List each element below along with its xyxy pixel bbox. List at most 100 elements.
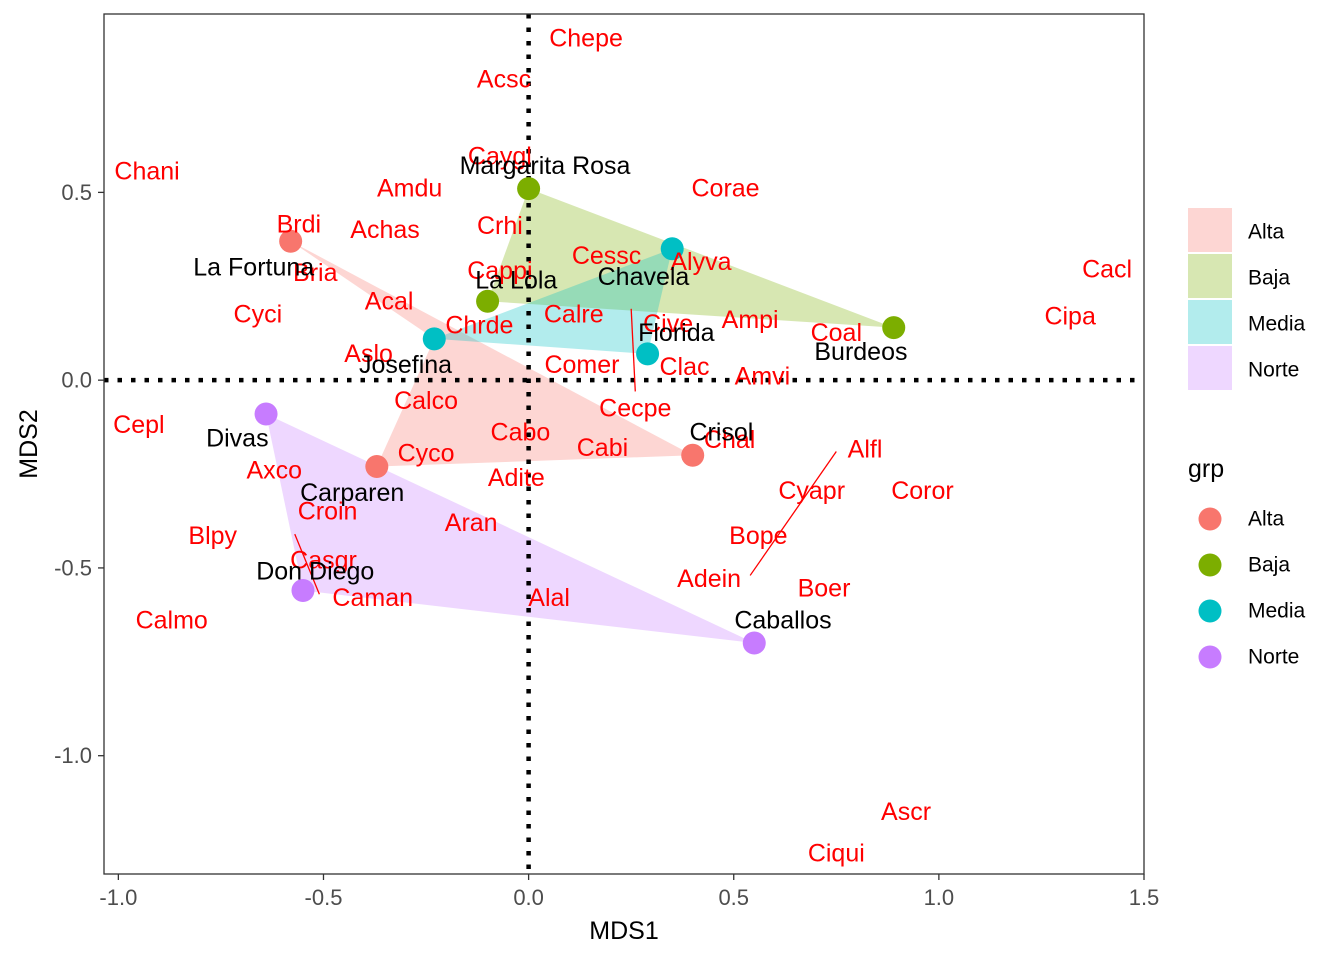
y-tick-label: 0.0 (61, 368, 92, 393)
leader-line (630, 308, 636, 392)
leader-line (749, 451, 837, 576)
site-label-don-diego: Don Diego (256, 558, 374, 586)
legend-hull-label-norte: Norte (1248, 359, 1299, 382)
legend-point-label-media: Media (1248, 600, 1306, 623)
site-point-margarita-rosa (517, 177, 541, 201)
species-label-aran: Aran (445, 509, 498, 537)
x-tick-label: 0.5 (718, 885, 749, 910)
species-label-chrde: Chrde (445, 312, 513, 340)
legend-hull-key-media (1188, 300, 1232, 344)
species-label-amdu: Amdu (377, 175, 442, 203)
legend-point-key-alta (1198, 507, 1222, 531)
species-label-ampi: Ampi (722, 306, 779, 334)
x-tick-label: 1.0 (924, 885, 955, 910)
species-label-alfl: Alfl (848, 436, 883, 464)
site-label-caballos: Caballos (734, 607, 831, 635)
species-label-cabi: Cabi (577, 434, 628, 462)
species-label-alal: Alal (528, 584, 570, 612)
x-tick-label: 0.0 (513, 885, 544, 910)
leader-line (294, 533, 320, 595)
legend-hull-key-baja (1188, 254, 1232, 298)
species-label-ascr: Ascr (881, 798, 931, 826)
site-label-florida: Florida (638, 319, 715, 347)
site-labels: La Fortuna Crisol Carparen Margarita Rosa La… (193, 152, 907, 634)
species-label-cyapr: Cyapr (778, 477, 845, 505)
site-point-la-fortuna (279, 229, 303, 253)
legend-hull-key-norte (1188, 346, 1232, 390)
species-label-amvi: Amvi (735, 362, 791, 390)
species-label-achas: Achas (350, 216, 419, 244)
site-point-burdeos (882, 316, 906, 340)
site-label-burdeos: Burdeos (814, 338, 907, 366)
species-label-caygl: Caygl (468, 143, 532, 171)
species-label-bria: Bria (293, 259, 338, 287)
site-label-la-lola: La Lola (475, 267, 557, 295)
y-tick-label: -0.5 (54, 555, 92, 580)
hull-baja (487, 188, 894, 328)
species-label-blpy: Blpy (188, 522, 237, 550)
species-label-bope: Bope (729, 522, 787, 550)
species-label-cive: Cive (643, 310, 693, 338)
species-label-cepl: Cepl (113, 411, 164, 439)
species-label-cyco: Cyco (398, 439, 455, 467)
reference-lines (104, 14, 1144, 874)
species-label-caman: Caman (332, 584, 413, 612)
group-hulls (266, 188, 894, 643)
site-label-divas: Divas (206, 424, 269, 452)
species-label-cecpe: Cecpe (599, 394, 671, 422)
species-label-adein: Adein (677, 565, 741, 593)
species-label-coal: Coal (811, 319, 862, 347)
legend-point-label-norte: Norte (1248, 646, 1299, 669)
species-label-corae: Corae (691, 175, 759, 203)
species-label-cacl: Cacl (1082, 255, 1132, 283)
legend-point-label-alta: Alta (1248, 508, 1285, 531)
legend-point-key-norte (1198, 645, 1222, 669)
species-label-adite: Adite (488, 464, 545, 492)
species-label-cessc: Cessc (572, 242, 641, 270)
species-label-clac: Clac (660, 353, 710, 381)
legend-hull-label-baja: Baja (1248, 267, 1290, 290)
site-point-la-lola (476, 289, 500, 313)
species-label-calco: Calco (394, 387, 458, 415)
legend-group-hulls: Alta Baja Media Norte (1188, 208, 1306, 390)
x-tick-label: 1.5 (1129, 885, 1160, 910)
y-axis-title: MDS2 (15, 409, 43, 478)
species-label-calre: Calre (544, 300, 604, 328)
y-tick-label: -1.0 (54, 743, 92, 768)
x-tick-label: -0.5 (305, 885, 343, 910)
species-label-chepe: Chepe (549, 24, 623, 52)
species-label-casgr: Casgr (290, 546, 357, 574)
species-label-aslo: Aslo (344, 340, 393, 368)
species-label-calmo: Calmo (136, 607, 208, 635)
site-point-crisol (681, 443, 705, 467)
species-label-cipa: Cipa (1044, 302, 1096, 330)
species-label-coror: Coror (891, 477, 954, 505)
site-point-chavela (660, 237, 684, 261)
site-label-carparen: Carparen (300, 479, 404, 507)
site-label-josefina: Josefina (359, 351, 452, 379)
hull-alta (290, 241, 693, 467)
site-label-crisol: Crisol (689, 419, 753, 447)
hull-norte (266, 414, 755, 643)
site-point-divas (254, 402, 278, 426)
legend-hull-label-media: Media (1248, 313, 1306, 336)
legend-point-key-media (1198, 599, 1222, 623)
site-point-florida (636, 342, 660, 366)
species-label-croin: Croin (298, 498, 358, 526)
y-tick-label: 0.5 (61, 180, 92, 205)
species-label-brdi: Brdi (277, 210, 321, 238)
legend-hull-key-alta (1188, 208, 1232, 252)
species-label-alyva: Alyva (670, 248, 731, 276)
site-label-margarita-rosa: Margarita Rosa (460, 152, 631, 180)
species-labels: Chepe Acsc Chani Caygl Amdu Corae Brdi Achas Crh… (113, 24, 1132, 867)
site-label-la-fortuna: La Fortuna (193, 253, 314, 281)
species-label-crhi: Crhi (477, 212, 523, 240)
legend-group-points: grp Alta Baja Media Norte (1188, 455, 1306, 669)
species-label-comer: Comer (544, 351, 619, 379)
site-point-carparen (365, 455, 389, 479)
species-label-boer: Boer (798, 575, 851, 603)
species-label-cappi: Cappi (467, 257, 532, 285)
species-label-acal: Acal (365, 287, 414, 315)
legend-point-key-baja (1198, 553, 1222, 577)
